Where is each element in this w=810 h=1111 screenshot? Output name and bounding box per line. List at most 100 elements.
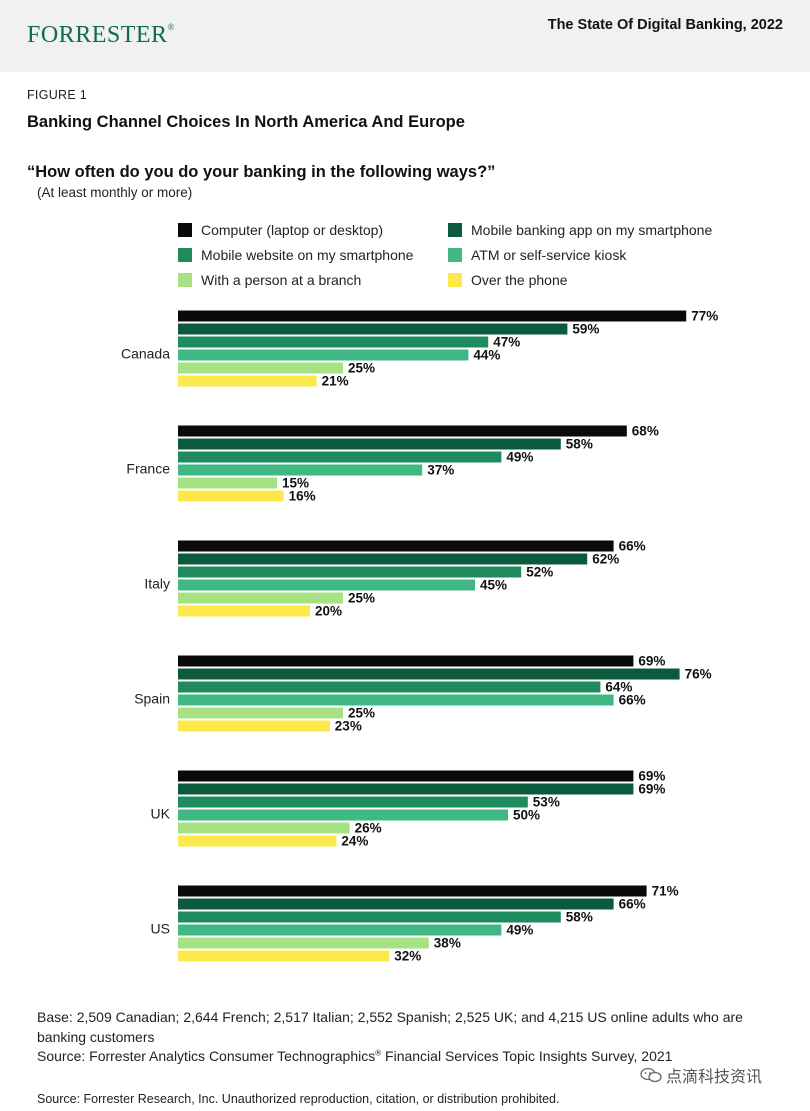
data-label: 44% [473,348,500,363]
bar [178,950,390,962]
legend-label: ATM or self-service kiosk [471,247,627,263]
legend-swatch [178,273,192,287]
data-label: 77% [691,309,718,324]
bar [178,438,561,450]
bar-chart: Canada77%59%47%44%25%21%France68%58%49%3… [121,309,718,964]
legend-item: With a person at a branch [178,272,361,288]
bar [178,349,469,361]
bar [178,592,343,604]
data-label: 49% [506,923,533,938]
data-label: 23% [335,719,362,734]
legend-swatch [448,273,462,287]
legend-swatch [448,223,462,237]
bar [178,579,475,591]
data-label: 64% [605,680,632,695]
data-label: 68% [632,424,659,439]
category-label: Canada [121,346,170,362]
data-label: 37% [427,463,454,478]
data-label: 76% [685,667,712,682]
category-label: US [151,921,170,937]
bar [178,835,337,847]
data-label: 47% [493,335,520,350]
page-header: FORRESTER® The State Of Digital Banking,… [0,0,810,72]
bar [178,310,687,322]
data-label: 58% [566,437,593,452]
bar [178,668,680,680]
data-label: 20% [315,604,342,619]
data-label: 21% [322,374,349,389]
legend-item: Computer (laptop or desktop) [178,222,383,238]
legend-swatch [178,223,192,237]
bar [178,911,561,923]
bar [178,707,343,719]
chart-subtitle: (At least monthly or more) [37,185,193,200]
data-label: 52% [526,565,553,580]
legend-item: ATM or self-service kiosk [448,247,626,263]
figure-label: FIGURE 1 [27,88,88,102]
bar [178,451,502,463]
bar [178,477,277,489]
chart-legend: Computer (laptop or desktop) Mobile banki… [178,222,778,297]
legend-label: With a person at a branch [201,272,362,288]
category-label: France [126,461,170,477]
legend-label: Mobile banking app on my smartphone [471,222,713,238]
bar [178,809,508,821]
data-label: 45% [480,578,507,593]
data-label: 69% [638,769,665,784]
wechat-icon [640,1067,662,1083]
data-label: 25% [348,591,375,606]
legend-label: Computer (laptop or desktop) [201,222,384,238]
bar [178,336,489,348]
category-label: Italy [144,576,170,592]
data-label: 69% [638,654,665,669]
legend-item: Mobile website on my smartphone [178,247,413,263]
bar [178,655,634,667]
bar [178,362,343,374]
chart-title: “How often do you do your banking in the… [27,163,496,181]
bar [178,796,528,808]
bar [178,605,310,617]
forrester-logo: FORRESTER® [27,22,175,48]
copyright-source: Source: Forrester Research, Inc. Unautho… [37,1092,560,1106]
data-label: 62% [592,552,619,567]
bar [178,464,423,476]
base-note: Base: 2,509 Canadian; 2,644 French; 2,51… [37,1009,743,1045]
survey-source: Source: Forrester Analytics Consumer Tec… [37,1048,673,1064]
data-label: 53% [533,795,560,810]
legend-swatch [448,248,462,262]
category-label: Spain [134,691,170,707]
bar [178,720,330,732]
legend-item: Mobile banking app on my smartphone [448,222,712,238]
bar [178,770,634,782]
bar [178,822,350,834]
bar [178,924,502,936]
bar [178,375,317,387]
wechat-watermark: 点滴科技资讯 [640,1063,762,1087]
bar [178,566,522,578]
bar [178,885,647,897]
report-title: The State Of Digital Banking, 2022 [547,17,783,33]
bar [178,783,634,795]
bar [178,323,568,335]
bar [178,540,614,552]
legend-item: Over the phone [448,272,568,288]
data-label: 15% [282,476,309,491]
data-label: 58% [566,910,593,925]
data-label: 26% [355,821,382,836]
data-label: 25% [348,361,375,376]
data-label: 50% [513,808,540,823]
data-label: 24% [341,834,368,849]
data-label: 66% [619,539,646,554]
data-label: 69% [638,782,665,797]
legend-label: Over the phone [471,272,568,288]
bar [178,681,601,693]
figure-title: Banking Channel Choices In North America… [27,113,465,131]
data-label: 25% [348,706,375,721]
data-label: 59% [572,322,599,337]
bar [178,898,614,910]
legend-swatch [178,248,192,262]
bar [178,425,627,437]
data-label: 66% [619,897,646,912]
data-label: 38% [434,936,461,951]
bar [178,694,614,706]
